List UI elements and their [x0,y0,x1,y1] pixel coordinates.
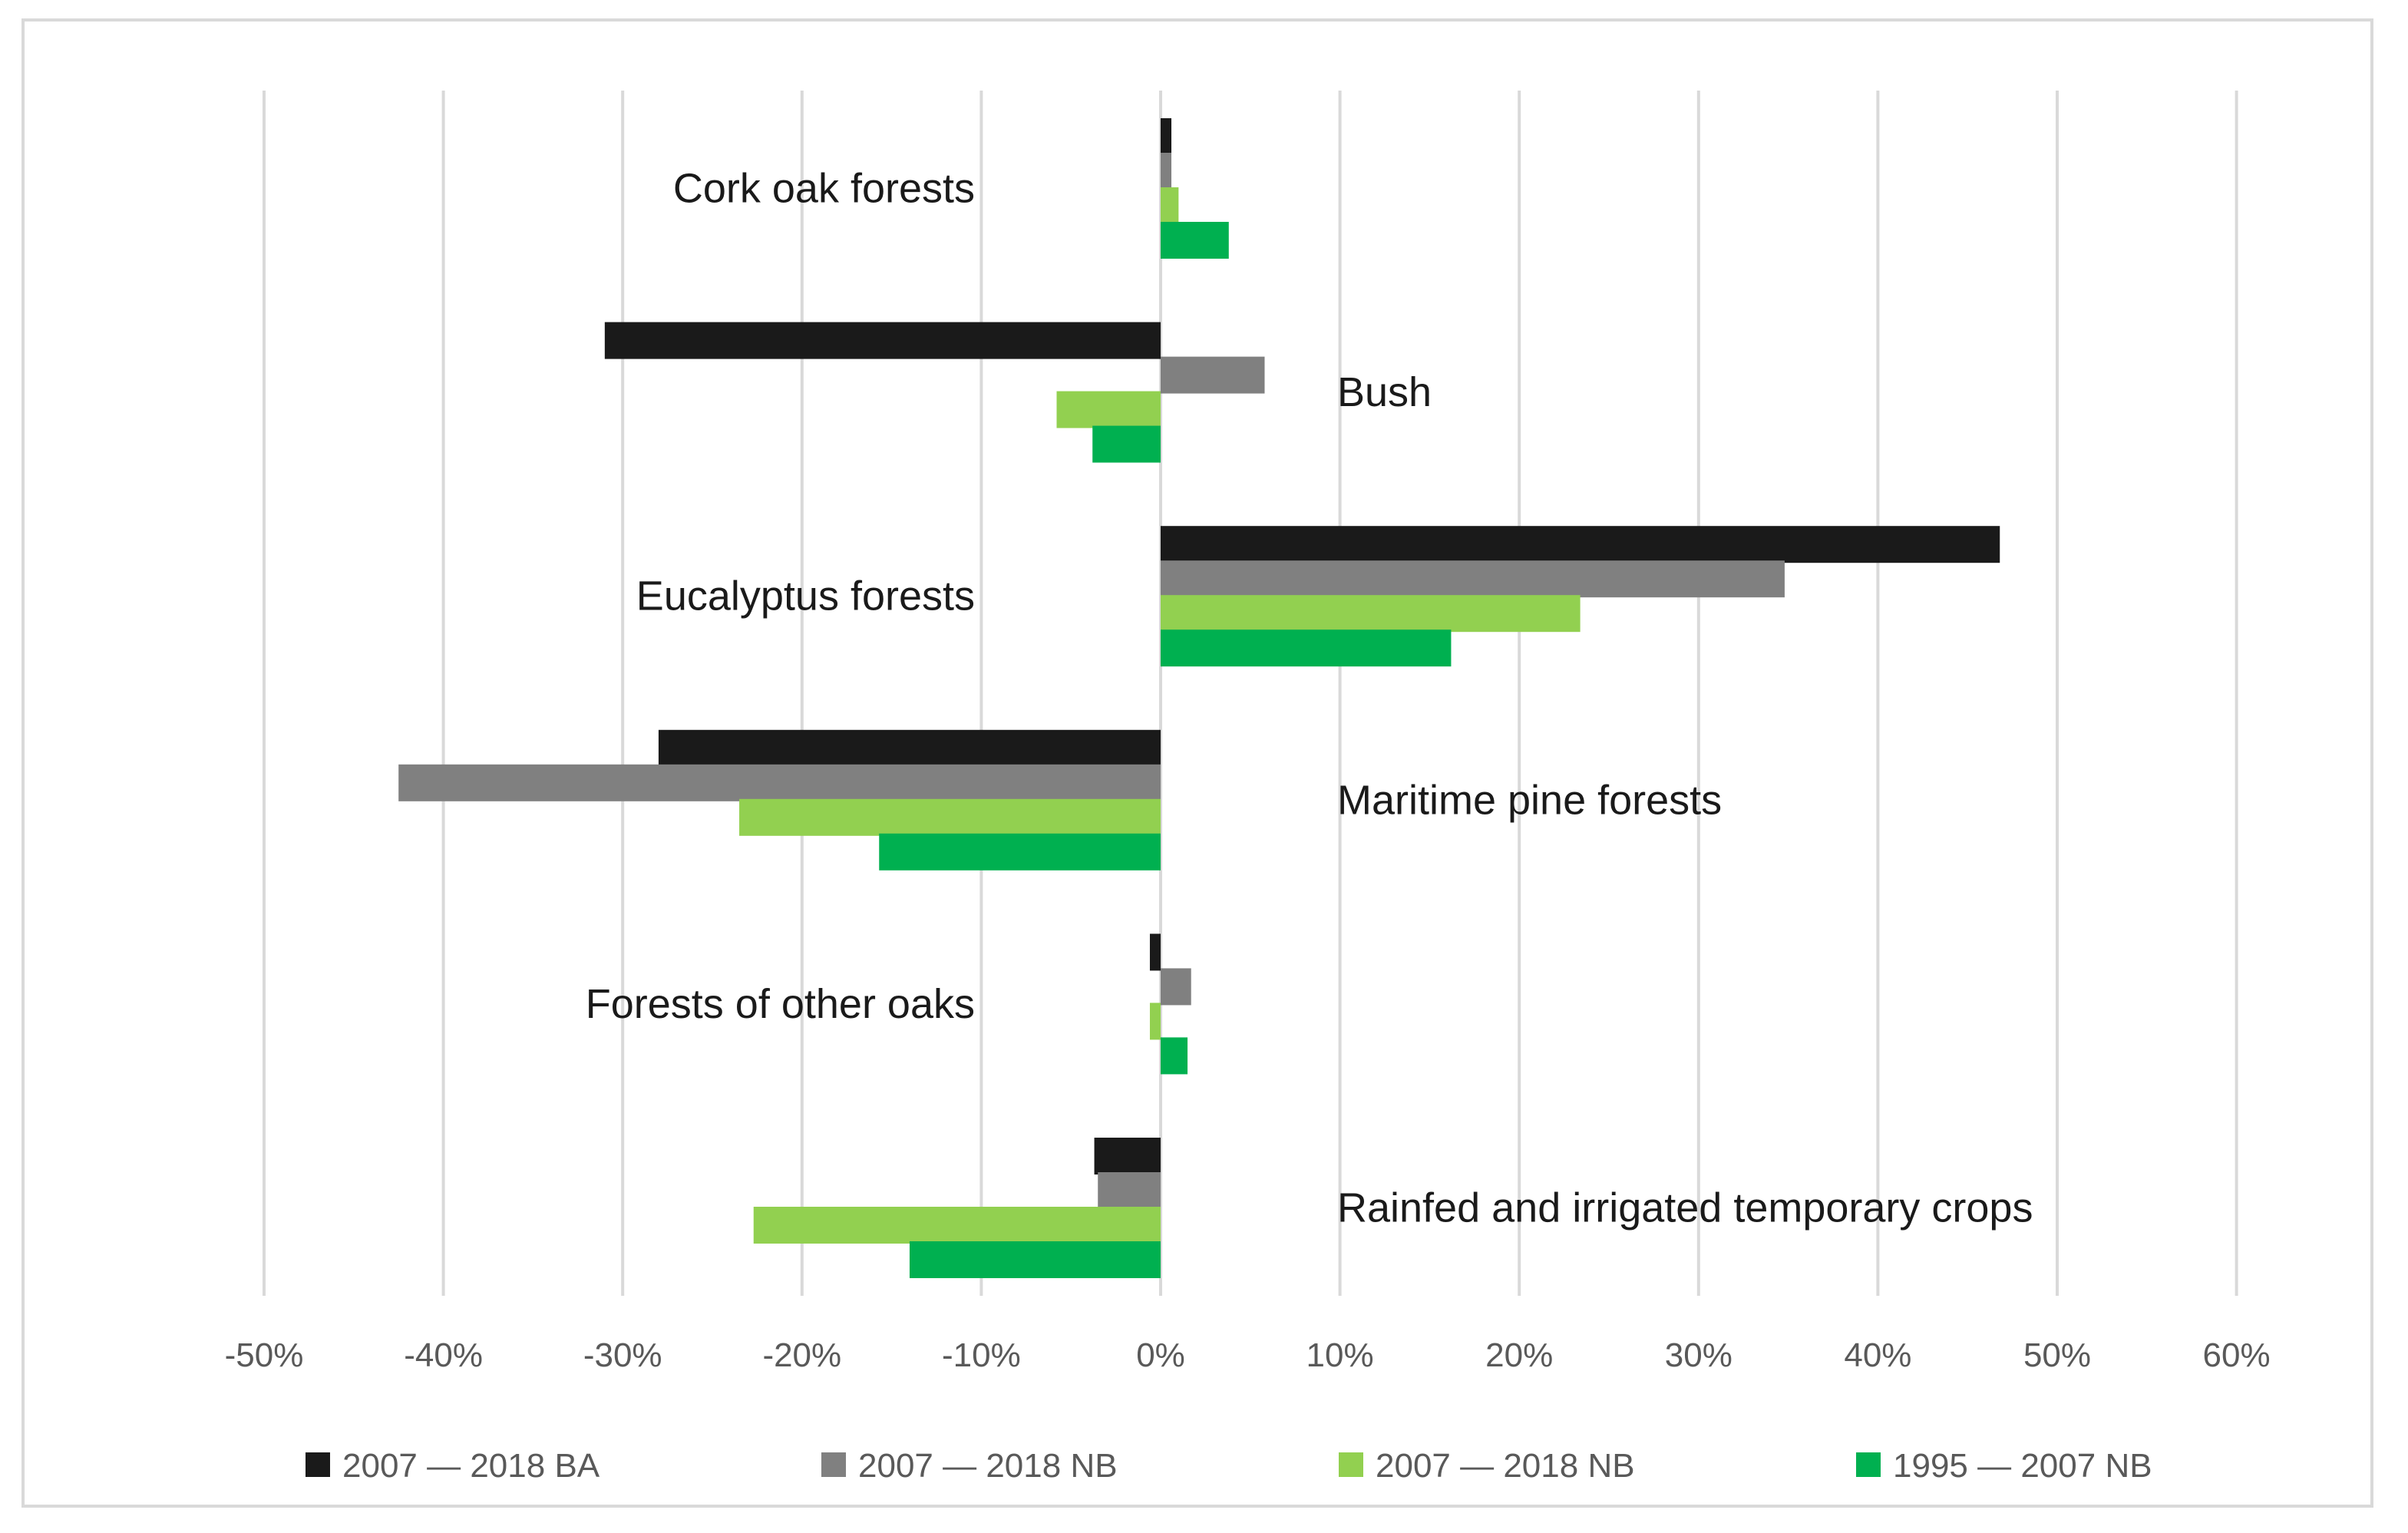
bar-0-series-3 [1161,222,1229,259]
x-tick-label: 20% [1485,1336,1553,1374]
gridlines [263,91,2238,1296]
x-tick-label: 30% [1665,1336,1733,1374]
legend-swatch [821,1452,846,1477]
bar-1-series-0 [604,322,1161,359]
category-label: Cork oak forests [673,166,975,212]
x-tick-label: 50% [2023,1336,2091,1374]
x-tick-label: -10% [942,1336,1021,1374]
bar-chart: Cork oak forests Bush Eucalyptus forests Ma… [225,91,2271,1485]
bar-3-series-2 [739,798,1161,836]
x-tick-label: -50% [225,1336,304,1374]
bar-3-series-0 [658,729,1161,767]
category-labels: Cork oak forests Bush Eucalyptus forests Ma… [586,166,2033,1231]
legend-item-label: 2007 — 2018 NB [858,1447,1118,1485]
bar-4-series-1 [1161,968,1191,1006]
bar-5-series-0 [1094,1138,1161,1175]
category-label: Forests of other oaks [586,981,975,1027]
bar-0-series-0 [1161,118,1172,155]
legend-swatch [1339,1452,1363,1477]
x-tick-label: 0% [1136,1336,1185,1374]
category-label: Maritime pine forests [1337,777,1722,823]
category-label: Bush [1337,369,1432,415]
bar-2-series-3 [1161,629,1452,667]
bar-3-series-1 [398,764,1161,801]
bar-1-series-3 [1092,425,1161,463]
x-axis-tick-labels: -50% -40% -30% -20% -10% 0% 10% 20% 30% 40% 50% 60% [225,1336,2271,1374]
legend: 2007 — 2018 BA 2007 — 2018 NB 2007 — 2018 … [306,1447,2152,1485]
legend-item-label: 1995 — 2007 NB [1893,1447,2152,1485]
x-tick-label: -30% [583,1336,662,1374]
bar-0-series-2 [1161,187,1179,224]
bar-2-series-1 [1161,560,1785,598]
bars [398,118,2000,1278]
legend-item-label: 2007 — 2018 NB [1376,1447,1635,1485]
bar-5-series-1 [1098,1172,1161,1209]
x-tick-label: -20% [762,1336,841,1374]
chart-frame: Cork oak forests Bush Eucalyptus forests Ma… [21,18,2373,1508]
bar-2-series-0 [1161,526,2000,563]
bar-4-series-2 [1149,1003,1161,1040]
category-label: Rainfed and irrigated temporary crops [1337,1185,2033,1231]
bar-1-series-2 [1056,391,1161,428]
bar-5-series-2 [753,1207,1161,1244]
bar-4-series-3 [1161,1037,1188,1075]
bar-1-series-1 [1161,356,1265,394]
x-tick-label: 40% [1844,1336,1911,1374]
bar-0-series-1 [1161,153,1172,190]
bar-4-series-0 [1149,933,1161,971]
x-tick-label: -40% [404,1336,483,1374]
x-tick-label: 10% [1306,1336,1374,1374]
legend-swatch [306,1452,330,1477]
bar-2-series-2 [1161,595,1581,633]
legend-item-label: 2007 — 2018 BA [342,1447,600,1485]
category-label: Eucalyptus forests [636,573,975,619]
x-tick-label: 60% [2203,1336,2271,1374]
legend-swatch [1856,1452,1881,1477]
bar-5-series-3 [909,1241,1161,1278]
bar-3-series-3 [879,833,1161,871]
